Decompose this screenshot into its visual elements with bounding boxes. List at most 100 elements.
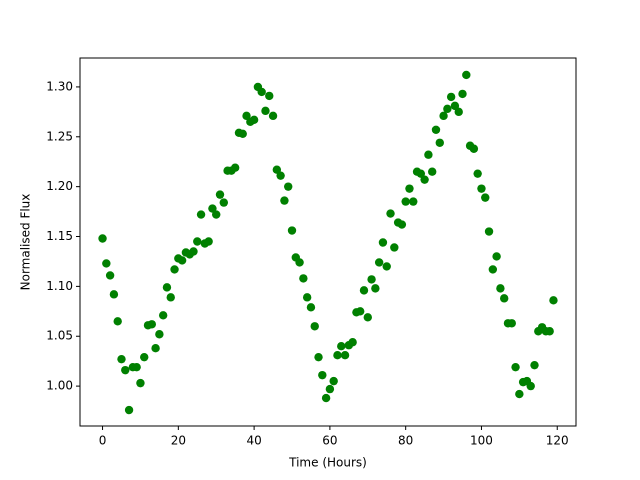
point — [499, 294, 509, 303]
point — [348, 338, 357, 347]
point — [310, 322, 319, 331]
point — [359, 286, 369, 295]
point — [242, 111, 251, 121]
point — [329, 376, 338, 386]
x-tick-label: 20 — [171, 434, 186, 448]
point — [382, 262, 391, 271]
point — [439, 111, 448, 121]
point — [287, 226, 297, 235]
point — [215, 190, 225, 199]
point — [105, 271, 115, 280]
x-tick-label: 80 — [398, 434, 413, 448]
point — [446, 92, 456, 102]
point — [219, 198, 228, 207]
point — [272, 165, 282, 174]
point — [257, 87, 266, 97]
point — [549, 296, 558, 305]
point — [261, 106, 270, 116]
point — [526, 381, 535, 391]
y-tick-label: 1.00 — [46, 379, 73, 393]
point — [458, 89, 467, 99]
point — [481, 193, 490, 202]
point — [405, 184, 414, 193]
point — [208, 204, 217, 213]
point — [356, 307, 365, 316]
point — [189, 247, 198, 256]
point — [371, 284, 380, 293]
point — [196, 210, 206, 219]
point — [409, 197, 418, 206]
point — [511, 362, 520, 372]
point — [276, 171, 285, 180]
point — [390, 243, 399, 252]
point — [318, 370, 327, 380]
point — [488, 265, 498, 274]
point — [507, 319, 516, 328]
point — [401, 197, 410, 206]
point — [280, 196, 289, 205]
point — [428, 167, 437, 176]
point — [132, 362, 141, 372]
x-axis-label: Time (Hours) — [288, 456, 367, 470]
point — [496, 284, 505, 293]
point — [193, 237, 202, 246]
point — [302, 293, 312, 302]
y-tick-label: 1.05 — [46, 329, 73, 343]
y-tick-label: 1.30 — [46, 79, 73, 93]
point — [230, 163, 240, 172]
point — [325, 384, 335, 394]
point — [340, 350, 350, 360]
plot-frame — [79, 57, 577, 427]
point — [397, 220, 407, 229]
point — [386, 209, 395, 218]
point — [204, 237, 213, 246]
point — [333, 350, 342, 360]
x-tick-label: 40 — [246, 434, 261, 448]
point — [492, 252, 501, 261]
point — [416, 169, 426, 178]
point — [113, 317, 122, 326]
point — [530, 360, 539, 370]
x-tick-label: 120 — [546, 434, 569, 448]
point — [109, 290, 119, 299]
point — [147, 320, 157, 329]
point — [314, 352, 323, 362]
point — [477, 184, 486, 193]
point — [151, 344, 160, 353]
point — [420, 175, 429, 184]
point — [102, 259, 111, 268]
point — [299, 274, 308, 283]
point — [166, 293, 175, 302]
y-tick-label: 1.25 — [46, 129, 73, 143]
point — [431, 125, 441, 135]
point — [268, 111, 278, 121]
point — [462, 70, 471, 80]
y-tick-label: 1.15 — [46, 229, 73, 243]
point — [473, 169, 482, 178]
x-tick-label: 60 — [322, 434, 337, 448]
point — [424, 150, 433, 159]
point — [140, 352, 149, 362]
point — [98, 234, 107, 243]
point — [265, 91, 274, 101]
point — [454, 107, 463, 117]
point — [155, 330, 164, 339]
point — [450, 101, 460, 111]
point — [238, 129, 247, 138]
point — [212, 210, 221, 219]
point — [249, 115, 259, 125]
point — [306, 303, 316, 312]
point — [545, 327, 554, 336]
point — [374, 258, 384, 267]
point — [367, 275, 376, 284]
point — [321, 393, 331, 403]
point — [469, 144, 479, 153]
point — [443, 104, 452, 114]
x-tick-label: 0 — [99, 434, 107, 448]
y-axis-label: Normalised Flux — [19, 194, 33, 291]
point — [136, 378, 145, 388]
point — [177, 256, 187, 265]
point — [435, 138, 444, 147]
